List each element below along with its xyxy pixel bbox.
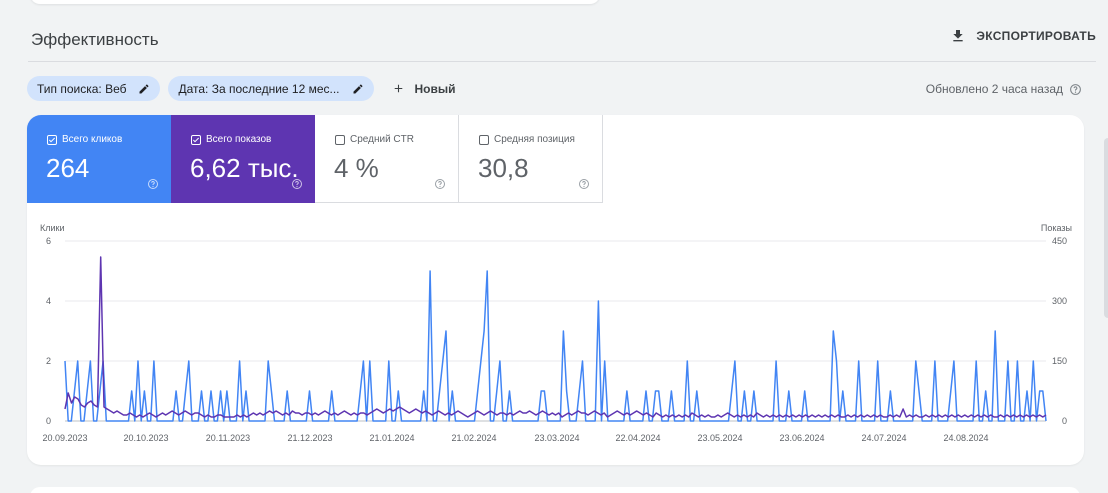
metric-total-clicks[interactable]: Всего кликов 264 (27, 115, 171, 203)
series-line-clicks (64, 270, 1047, 422)
plus-icon (394, 84, 402, 93)
checkbox-unchecked-icon[interactable] (479, 134, 489, 145)
x-tick: 23.05.2024 (697, 433, 742, 443)
metric-value: 4 % (334, 153, 379, 183)
chart-svg: Клики Показы 0 0 2 150 4 300 6 450 20.09.2023 20.10… (40, 223, 1072, 443)
checkbox-checked-icon[interactable] (191, 134, 201, 145)
edit-icon (353, 83, 363, 93)
last-updated: Обновлено 2 часа назад (926, 82, 1082, 96)
edit-icon (139, 83, 149, 93)
metric-value: 6,62 тыс. (190, 153, 299, 183)
metric-label: Средний CTR (350, 134, 414, 145)
x-tick: 24.07.2024 (861, 433, 906, 443)
metric-total-impressions[interactable]: Всего показов 6,62 тыс. (171, 115, 315, 203)
x-tick: 23.03.2024 (534, 433, 579, 443)
x-tick: 21.12.2023 (287, 433, 332, 443)
page-scrollbar[interactable] (1104, 138, 1108, 318)
metric-label: Средняя позиция (494, 134, 575, 145)
x-tick: 20.11.2023 (206, 433, 250, 443)
download-icon (953, 30, 964, 42)
search-type-label: Тип поиска: Веб (37, 81, 127, 96)
search-type-chip[interactable]: Тип поиска: Веб (27, 76, 161, 101)
new-filter-label: Новый (414, 81, 456, 96)
x-tick: 22.04.2024 (615, 433, 660, 443)
new-filter-button[interactable]: Новый (382, 82, 466, 96)
y-tick-left: 6 (46, 236, 51, 246)
performance-chart[interactable]: Клики Показы 0 0 2 150 4 300 6 450 20.09.2023 20.10… (27, 215, 1084, 455)
y-axis-left-title: Клики (40, 223, 65, 233)
help-icon[interactable] (578, 178, 590, 190)
x-tick: 21.01.2024 (369, 433, 414, 443)
x-tick: 20.09.2023 (42, 433, 87, 443)
help-icon[interactable] (1069, 83, 1082, 96)
performance-card: Всего кликов 264 Всего показов 6,62 тыс.… (27, 115, 1084, 465)
previous-card (30, 0, 600, 4)
metric-average-ctr[interactable]: Средний CTR 4 % (315, 115, 459, 203)
y-tick-right: 300 (1052, 296, 1067, 306)
metric-label: Всего показов (206, 134, 272, 145)
date-label: Дата: За последние 12 мес... (178, 81, 340, 96)
y-tick-left: 0 (46, 416, 51, 426)
last-updated-text: Обновлено 2 часа назад (925, 82, 1063, 96)
metric-label-row: Всего кликов (47, 134, 122, 145)
checkbox-checked-icon[interactable] (47, 134, 57, 145)
x-tick: 20.10.2023 (123, 433, 168, 443)
metric-label-row: Средний CTR (335, 134, 414, 145)
checkbox-unchecked-icon[interactable] (335, 134, 345, 145)
y-tick-right: 150 (1052, 356, 1067, 366)
help-icon[interactable] (434, 178, 446, 190)
export-label: ЭКСПОРТИРОВАТЬ (976, 29, 1096, 43)
x-tick: 24.08.2024 (943, 433, 988, 443)
metric-label: Всего кликов (62, 134, 123, 145)
x-tick: 23.06.2024 (779, 433, 824, 443)
metric-tabs: Всего кликов 264 Всего показов 6,62 тыс.… (27, 115, 603, 203)
export-button[interactable]: ЭКСПОРТИРОВАТЬ (950, 28, 1096, 44)
series-line-impressions (64, 256, 1047, 418)
next-card (30, 487, 1080, 493)
help-icon[interactable] (147, 178, 159, 190)
help-icon[interactable] (291, 178, 303, 190)
metric-value: 30,8 (478, 153, 529, 183)
metric-average-position[interactable]: Средняя позиция 30,8 (459, 115, 603, 203)
performance-header: Эффективность ЭКСПОРТИРОВАТЬ (28, 24, 1096, 62)
date-chip[interactable]: Дата: За последние 12 мес... (168, 76, 374, 101)
y-tick-right: 0 (1062, 416, 1067, 426)
y-tick-left: 2 (46, 356, 51, 366)
metric-label-row: Всего показов (191, 134, 271, 145)
metric-label-row: Средняя позиция (479, 134, 575, 145)
y-tick-left: 4 (46, 296, 51, 306)
filter-bar: Тип поиска: Веб Дата: За последние 12 ме… (27, 76, 466, 101)
x-tick: 21.02.2024 (451, 433, 496, 443)
metric-value: 264 (46, 153, 90, 183)
y-tick-right: 450 (1052, 236, 1067, 246)
y-axis-right-title: Показы (1041, 223, 1072, 233)
page-title: Эффективность (31, 30, 159, 49)
